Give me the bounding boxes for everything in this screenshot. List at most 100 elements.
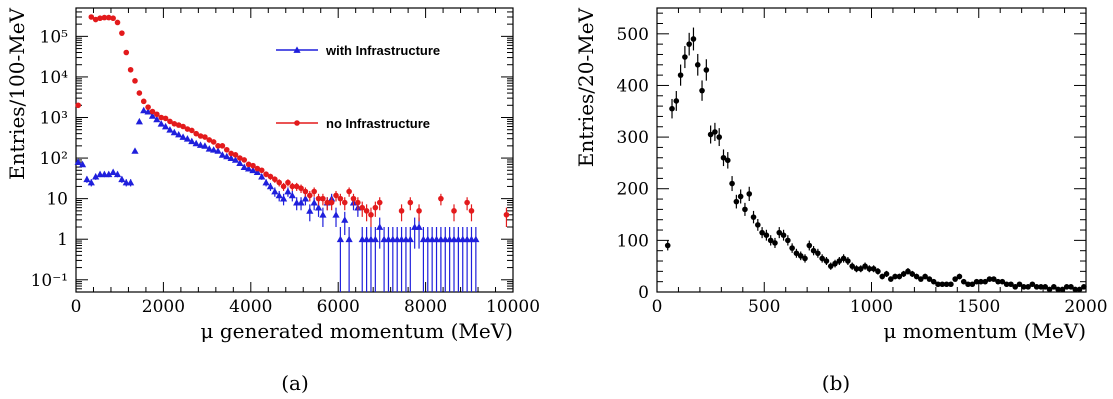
data-point <box>965 281 971 288</box>
data-point <box>810 247 817 254</box>
data-point <box>336 235 344 243</box>
y-tick-label: 10⁴ <box>40 68 69 88</box>
data-point <box>776 229 783 236</box>
data-point <box>241 157 248 163</box>
data-point <box>883 271 890 277</box>
data-point <box>376 199 383 206</box>
data-point <box>166 126 174 133</box>
data-point <box>1033 284 1040 290</box>
data-point <box>279 195 288 202</box>
data-point <box>188 137 196 145</box>
y-axis-label: Entries/20-MeV <box>574 7 598 167</box>
data-point <box>78 160 87 168</box>
data-point <box>175 130 183 138</box>
data-point <box>189 127 195 134</box>
data-point <box>202 134 208 140</box>
data-point <box>1063 284 1070 290</box>
data-point <box>97 15 103 22</box>
data-point <box>196 141 205 148</box>
data-point <box>332 211 340 218</box>
data-point <box>733 198 740 205</box>
data-point <box>306 192 313 199</box>
data-point <box>406 235 414 243</box>
data-point <box>232 152 239 158</box>
data-point <box>237 155 243 161</box>
data-point <box>849 263 855 269</box>
data-point <box>110 15 116 22</box>
data-point <box>219 143 226 149</box>
data-point <box>167 118 173 125</box>
data-point <box>271 187 279 195</box>
data-point <box>363 208 370 214</box>
data-point <box>866 265 873 272</box>
data-point <box>258 167 265 174</box>
data-point <box>275 191 283 199</box>
data-point <box>109 168 117 176</box>
data-point <box>180 123 186 130</box>
caption-b: (b) <box>822 371 850 395</box>
data-point <box>319 211 327 218</box>
data-point <box>119 30 125 36</box>
series-0 <box>74 106 480 292</box>
data-point <box>853 265 860 272</box>
data-point <box>140 98 147 105</box>
data-point <box>92 172 100 180</box>
data-point <box>197 133 204 139</box>
data-point <box>699 87 705 94</box>
data-point <box>302 188 309 195</box>
data-point <box>205 145 213 152</box>
data-point <box>682 54 688 60</box>
data-point <box>956 273 963 280</box>
data-point <box>171 120 178 127</box>
data-point <box>179 133 187 140</box>
data-point <box>729 180 735 187</box>
data-point <box>900 271 907 277</box>
data-point <box>266 182 275 190</box>
x-tick-label: 0 <box>71 297 82 317</box>
data-point <box>149 108 156 115</box>
x-axis-label: μ momentum (MeV) <box>883 319 1086 343</box>
y-tick-label: 1 <box>57 230 68 250</box>
legend-label: with Infrastructure <box>325 43 440 58</box>
data-point <box>472 235 480 243</box>
data-point <box>161 122 170 130</box>
data-point <box>870 265 877 272</box>
data-point <box>297 198 305 206</box>
data-point <box>879 273 886 280</box>
data-point <box>1025 284 1031 290</box>
data-point <box>227 154 235 161</box>
data-point <box>193 130 199 137</box>
data-point <box>724 157 731 164</box>
x-tick-label: 10000 <box>486 297 540 317</box>
data-point <box>793 250 800 257</box>
data-point <box>289 183 296 190</box>
data-point <box>789 245 795 251</box>
legend-label: no Infrastructure <box>326 116 430 131</box>
data-point <box>148 112 157 119</box>
data-point <box>1055 286 1061 293</box>
data-point <box>913 273 920 280</box>
series-1 <box>75 14 510 228</box>
data-point <box>1046 286 1053 293</box>
data-point <box>192 139 200 147</box>
plot-frame <box>75 7 514 293</box>
data-point <box>145 104 151 110</box>
data-point <box>857 265 864 272</box>
data-point <box>140 106 148 114</box>
data-point <box>154 111 160 118</box>
data-point <box>113 170 122 178</box>
data-point <box>223 146 230 153</box>
data-point <box>249 166 257 174</box>
data-point <box>922 273 928 280</box>
data-point <box>132 78 138 84</box>
data-point <box>258 172 266 180</box>
x-tick-label: 1500 <box>957 297 1000 317</box>
data-point <box>716 134 723 140</box>
data-point <box>341 199 348 206</box>
data-point <box>1016 281 1023 288</box>
data-point <box>284 187 292 195</box>
data-point <box>694 62 701 68</box>
data-point <box>368 211 374 218</box>
x-axis-label: μ generated momentum (MeV) <box>200 319 513 343</box>
